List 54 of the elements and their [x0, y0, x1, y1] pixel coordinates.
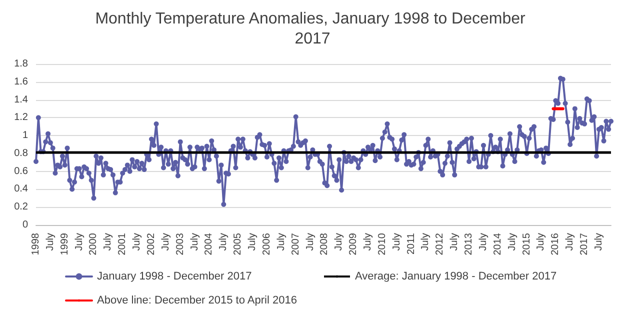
- x-tick-label: 2012: [434, 232, 446, 256]
- x-tick-label: 2003: [174, 232, 186, 256]
- x-tick-label: July: [102, 233, 114, 251]
- x-tick-label: July: [132, 233, 143, 251]
- x-tick-label: 2006: [261, 232, 272, 256]
- y-tick-label: 0.8: [14, 148, 28, 159]
- x-tick-label: 2002: [146, 232, 157, 256]
- x-tick-label: July: [536, 233, 547, 251]
- x-tick-label: July: [478, 233, 489, 251]
- x-tick-label: 2007: [290, 232, 302, 256]
- legend-label: Above line: December 2015 to April 2016: [97, 294, 297, 306]
- x-tick-label: July: [304, 233, 316, 251]
- legend-label: Average: January 1998 - December 2017: [355, 270, 557, 282]
- x-tick-label: July: [276, 233, 287, 251]
- y-tick-label: 0.4: [14, 184, 28, 195]
- x-tick-label: 2009: [348, 232, 360, 256]
- x-tick-label: July: [449, 233, 460, 251]
- y-tick-label: 1.4: [14, 94, 28, 106]
- y-tick-label: 1.2: [14, 112, 28, 124]
- x-tick-label: 2000: [88, 232, 100, 256]
- x-tick-label: July: [218, 233, 230, 251]
- x-tick-label: July: [564, 233, 576, 251]
- x-tick-label: July: [593, 233, 604, 251]
- x-tick-label: July: [160, 233, 172, 251]
- x-tick-label: July: [74, 233, 85, 251]
- x-tick-label: 1998: [30, 232, 42, 256]
- x-tick-label: 2010: [376, 232, 388, 256]
- legend-label: January 1998 - December 2017: [97, 270, 252, 282]
- y-tick-label: 0: [22, 220, 28, 230]
- x-tick-label: 1999: [59, 232, 70, 256]
- y-tick-label: 0.6: [14, 166, 28, 177]
- x-tick-label: July: [44, 233, 56, 251]
- x-tick-label: 2011: [406, 232, 417, 255]
- x-tick-label: 2015: [521, 232, 532, 256]
- x-tick-label: 2014: [492, 232, 504, 256]
- x-tick-label: 2001: [117, 232, 128, 256]
- x-tick-label: July: [247, 233, 258, 251]
- x-tick-label: July: [189, 233, 200, 251]
- y-tick-label: 1.6: [14, 76, 28, 88]
- x-tick-label: 2013: [464, 232, 475, 256]
- x-tick-label: July: [391, 233, 402, 251]
- x-tick-label: 2016: [550, 232, 562, 256]
- x-tick-label: 2004: [204, 232, 215, 256]
- x-tick-label: 2017: [579, 232, 590, 256]
- y-tick-label: 1.8: [14, 58, 28, 70]
- x-tick-label: July: [334, 233, 345, 251]
- x-tick-label: July: [362, 233, 374, 251]
- x-tick-label: July: [420, 233, 432, 251]
- y-tick-label: 0.2: [14, 202, 28, 213]
- chart-title: Monthly Temperature Anomalies, January 1998 to December 2017: [95, 10, 530, 48]
- x-tick-label: 2005: [232, 232, 244, 256]
- x-tick-label: 2008: [319, 232, 330, 256]
- y-tick-label: 1: [22, 130, 28, 142]
- x-tick-label: July: [506, 233, 518, 251]
